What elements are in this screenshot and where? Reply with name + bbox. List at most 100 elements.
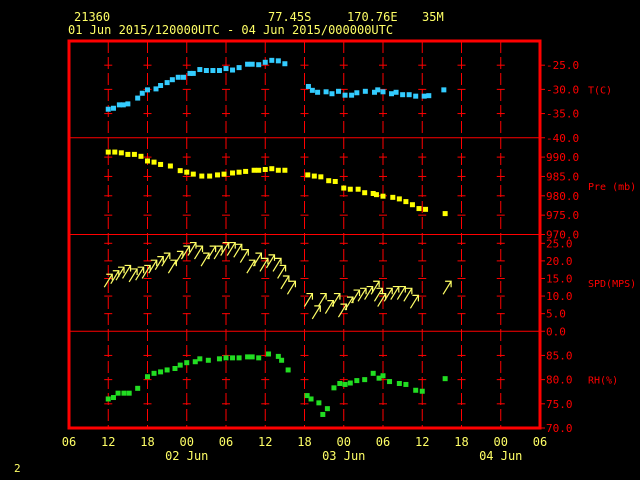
wind-arrow-head: [360, 287, 367, 295]
y-tick-label: 0.0: [546, 325, 566, 338]
wind-arrow-head: [379, 292, 387, 300]
rh-point: [223, 355, 229, 361]
temp-point: [223, 66, 229, 72]
grid-layer: [69, 41, 545, 429]
temp-point: [230, 67, 236, 73]
x-day-label: 02 Jun: [165, 449, 208, 463]
panel-label: Pre (mb): [588, 182, 636, 193]
wind-arrow-shaft: [246, 259, 256, 274]
wind-arrow: [396, 285, 406, 300]
wind-arrow-shaft: [390, 286, 400, 300]
temp-point: [153, 86, 159, 92]
wind-arrow-head: [150, 259, 158, 267]
y-tick-label: 980.0: [546, 190, 579, 203]
wind-arrow-head: [183, 245, 191, 253]
wind-arrow-head: [176, 250, 184, 258]
rh-point: [245, 354, 251, 360]
rh-point: [151, 370, 157, 376]
pres-point: [145, 158, 150, 164]
pres-point: [112, 149, 118, 155]
rh-point: [184, 360, 190, 366]
temp-point: [210, 68, 216, 74]
wind-arrow-head: [353, 289, 361, 297]
x-day-label: 04 Jun: [479, 449, 522, 463]
wind-arrow-shaft: [286, 280, 296, 295]
temp-point: [236, 65, 242, 71]
rh-point: [279, 357, 285, 363]
rh-point: [354, 378, 360, 384]
wind-arrow-head: [216, 245, 223, 253]
pres-point: [118, 150, 124, 156]
temp-point: [275, 58, 281, 64]
pres-point: [355, 186, 361, 192]
wind-arrow: [377, 292, 387, 307]
temp-point: [216, 68, 222, 74]
wind-arrow-shaft: [180, 245, 190, 260]
pres-point: [269, 166, 275, 172]
pres-point: [207, 173, 213, 179]
rh-point: [316, 400, 322, 406]
panel-label: SPD(MPS): [588, 279, 636, 290]
x-tick-label: 00: [494, 435, 508, 449]
wind-arrow: [122, 264, 132, 279]
wind-arrow-shaft: [141, 265, 151, 279]
x-tick-label: 12: [258, 435, 272, 449]
pres-point: [125, 151, 131, 157]
y-tick-label: 75.0: [546, 398, 573, 411]
temp-point: [349, 92, 355, 98]
wind-arrow: [180, 245, 191, 260]
temp-point: [426, 93, 432, 99]
pres-point: [230, 170, 236, 176]
rh-point: [362, 377, 368, 383]
rh-point: [205, 357, 211, 363]
pres-point: [305, 172, 311, 178]
wind-arrow-shaft: [331, 293, 341, 307]
temp-point: [441, 87, 447, 93]
y-tick-label: 990.0: [546, 151, 579, 164]
wind-arrow: [351, 289, 361, 304]
wind-arrow-shaft: [167, 259, 177, 274]
rh-point: [197, 356, 203, 362]
panel-label: RH(%): [588, 376, 618, 387]
wind-arrow-shaft: [220, 242, 230, 256]
station-latitude: 77.45S: [268, 10, 312, 24]
wind-arrow-shaft: [272, 258, 282, 272]
wind-arrow-head: [412, 294, 419, 302]
wind-arrow-shaft: [403, 287, 413, 302]
rh-point: [126, 390, 132, 396]
temp-point: [164, 80, 170, 86]
wind-arrow-head: [196, 245, 204, 253]
wind-arrow-head: [118, 266, 125, 274]
rh-point: [115, 390, 121, 396]
wind-arrow: [115, 266, 125, 281]
wind-arrow: [403, 287, 413, 302]
wind-arrow-shaft: [154, 256, 164, 270]
wind-arrow-shaft: [252, 252, 262, 267]
page-number: 2: [14, 462, 21, 475]
x-tick-label: 12: [415, 435, 429, 449]
wind-arrow: [187, 241, 197, 256]
wind-arrow-shaft: [370, 280, 380, 295]
temp-point: [315, 89, 321, 95]
wind-arrow: [167, 259, 177, 274]
time-period: 01 Jun 2015/120000UTC - 04 Jun 2015/0000…: [68, 23, 394, 37]
pres-point: [214, 172, 220, 178]
rh-point: [164, 367, 170, 373]
rh-point: [308, 396, 314, 402]
y-tick-label: 975.0: [546, 209, 579, 222]
pres-point: [275, 167, 281, 173]
temp-point: [309, 87, 315, 93]
wind-arrow-head: [282, 275, 290, 282]
wind-arrow-shaft: [303, 293, 313, 307]
pres-point: [370, 190, 376, 196]
temp-point: [175, 74, 181, 80]
y-tick-label: -25.0: [546, 59, 579, 72]
wind-arrow-shaft: [115, 266, 125, 281]
pres-point: [177, 168, 183, 174]
temp-point: [371, 89, 377, 95]
rh-point: [413, 387, 419, 393]
rh-point: [121, 390, 127, 396]
rh-point: [216, 356, 222, 362]
wind-arrow-shaft: [409, 295, 419, 309]
wind-arrow-shaft: [122, 265, 132, 279]
